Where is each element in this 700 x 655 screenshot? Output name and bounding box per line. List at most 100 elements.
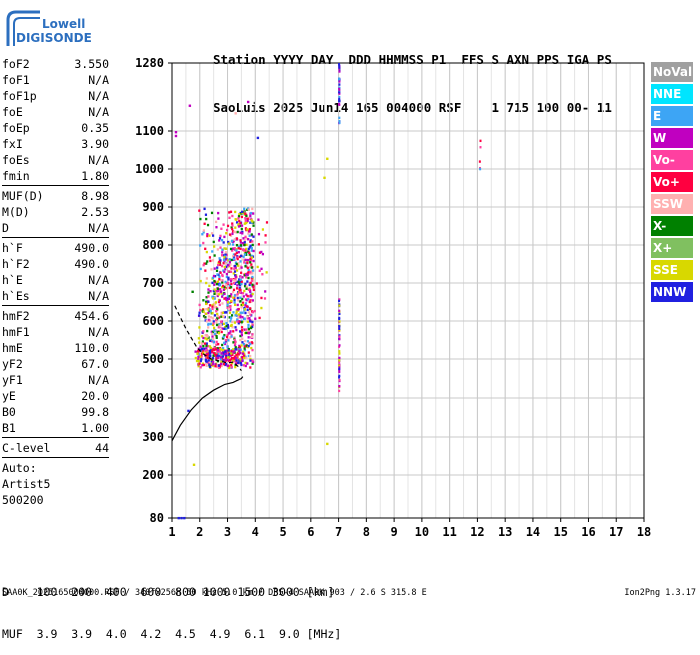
- echo-point: [234, 266, 237, 270]
- echo-point: [226, 295, 230, 298]
- echo-point: [338, 370, 341, 374]
- echo-point: [238, 316, 242, 319]
- echo-point: [238, 213, 241, 216]
- logo-graphic: Lowell DIGISONDE: [6, 10, 92, 46]
- echo-point: [216, 354, 219, 358]
- legend-item: SSW: [651, 194, 693, 214]
- echo-point: [246, 340, 249, 343]
- echo-point: [213, 288, 216, 291]
- echo-point: [236, 255, 239, 258]
- echo-point: [252, 286, 255, 289]
- param-row: C-level 44: [2, 440, 109, 456]
- echo-point: [234, 277, 237, 281]
- echo-point: [240, 280, 243, 283]
- echo-point: [220, 320, 223, 323]
- echo-point: [249, 299, 252, 302]
- echo-point: [237, 291, 241, 294]
- echo-point: [211, 295, 214, 298]
- param-value: N/A: [88, 373, 109, 387]
- param-divider: [2, 437, 109, 438]
- echo-point: [199, 244, 202, 247]
- echo-point: [244, 251, 247, 255]
- echo-point: [249, 221, 252, 224]
- echo-point: [229, 308, 232, 311]
- echo-point: [224, 262, 227, 265]
- echo-point: [247, 329, 250, 332]
- echo-point: [187, 409, 190, 413]
- echo-point: [214, 353, 217, 356]
- echo-point: [248, 272, 251, 275]
- echo-point: [249, 354, 252, 358]
- echo-point: [239, 241, 242, 244]
- param-label: h`F: [2, 241, 23, 255]
- x-tick-label: 3: [224, 525, 231, 539]
- echo-point: [246, 219, 249, 223]
- echo-point: [247, 323, 250, 327]
- echo-point: [223, 358, 226, 361]
- echo-point: [234, 356, 238, 359]
- echo-point: [235, 256, 239, 259]
- echo-point: [338, 335, 341, 338]
- echo-point: [207, 359, 210, 362]
- echo-point: [246, 266, 249, 270]
- echo-point: [256, 136, 260, 140]
- echo-point: [247, 238, 250, 241]
- echo-point: [241, 357, 244, 360]
- echo-point: [206, 349, 209, 352]
- param-label: M(D): [2, 205, 30, 219]
- legend-item: NNE: [651, 84, 693, 104]
- echo-point: [201, 350, 204, 353]
- echo-point: [221, 348, 224, 352]
- echo-point: [258, 269, 261, 272]
- echo-point: [234, 275, 237, 278]
- echo-point: [249, 261, 252, 264]
- echo-point: [222, 284, 225, 288]
- echo-point: [250, 326, 253, 330]
- echo-point: [211, 305, 214, 308]
- echo-point: [224, 359, 227, 362]
- echo-point: [242, 237, 245, 240]
- echo-point: [207, 295, 210, 298]
- echo-point: [207, 322, 210, 326]
- echo-point: [240, 224, 244, 227]
- echo-point: [209, 349, 213, 353]
- echo-point: [217, 331, 221, 335]
- echo-point: [213, 332, 216, 336]
- echo-point: [258, 316, 261, 320]
- echo-point: [338, 367, 341, 370]
- x-tick-label: 2: [196, 525, 203, 539]
- echo-point: [250, 266, 253, 269]
- param-value: 1.00: [81, 421, 109, 435]
- echo-point: [211, 311, 214, 315]
- echo-point: [244, 302, 248, 305]
- echo-point: [250, 279, 254, 282]
- echo-point: [251, 362, 254, 365]
- echo-point: [244, 227, 247, 230]
- echo-point: [241, 297, 244, 301]
- echo-point: [199, 279, 202, 283]
- echo-point: [219, 355, 222, 359]
- echo-point: [338, 95, 341, 99]
- x-tick-label: 6: [307, 525, 314, 539]
- echo-point: [243, 339, 247, 343]
- echo-point: [195, 359, 199, 363]
- echo-point: [235, 359, 238, 362]
- param-label: yE: [2, 389, 16, 403]
- echo-point: [236, 230, 239, 234]
- echo-point: [251, 341, 254, 345]
- echo-point: [232, 351, 235, 355]
- echo-point: [338, 334, 341, 337]
- echo-point: [188, 104, 192, 107]
- param-value: 8.98: [81, 189, 109, 203]
- echo-point: [251, 310, 254, 314]
- echo-point: [209, 322, 212, 326]
- echo-point: [243, 258, 246, 262]
- echo-point: [218, 239, 221, 242]
- echo-point: [215, 334, 218, 338]
- echo-point: [248, 253, 251, 256]
- echo-point: [223, 287, 227, 291]
- param-row: foEs N/A: [2, 152, 109, 168]
- echo-point: [225, 231, 228, 235]
- param-row: foF1p N/A: [2, 88, 109, 104]
- echo-point: [205, 262, 208, 265]
